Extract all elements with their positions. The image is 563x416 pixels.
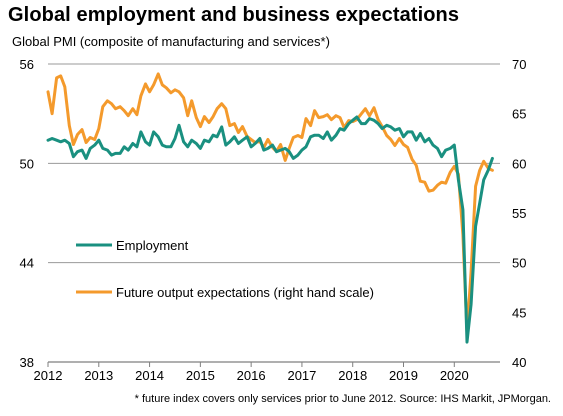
chart-footnote: * future index covers only services prio… — [134, 393, 551, 405]
legend-label: Employment — [116, 238, 189, 253]
right-tick-label: 65 — [512, 107, 526, 122]
left-tick-label: 44 — [20, 256, 34, 271]
x-tick-label: 2017 — [287, 368, 316, 383]
x-tick-label: 2016 — [237, 368, 266, 383]
left-tick-label: 50 — [20, 156, 34, 171]
x-tick-label: 2013 — [84, 368, 113, 383]
left-axis-ticks: 38 44 50 56 — [20, 57, 34, 370]
right-tick-label: 40 — [512, 355, 526, 370]
x-tick-label: 2015 — [186, 368, 215, 383]
right-tick-label: 70 — [512, 57, 526, 72]
right-axis-ticks: 40 45 50 55 60 65 70 — [512, 57, 526, 370]
chart-subtitle: Global PMI (composite of manufacturing a… — [12, 34, 330, 49]
series-line-employment — [46, 115, 494, 344]
legend: Employment Future output expectations (ri… — [76, 238, 374, 300]
left-tick-label: 38 — [20, 355, 34, 370]
right-tick-label: 60 — [512, 156, 526, 171]
x-tick-label: 2018 — [338, 368, 367, 383]
right-tick-label: 45 — [512, 305, 526, 320]
left-tick-label: 56 — [20, 57, 34, 72]
gridlines — [48, 63, 500, 264]
right-tick-label: 55 — [512, 206, 526, 221]
series-line-future-output-expectations — [46, 72, 494, 334]
legend-label: Future output expectations (right hand s… — [116, 285, 374, 300]
right-tick-label: 50 — [512, 256, 526, 271]
x-axis-ticks: 2012 2013 2014 2015 2016 2017 2018 2019 2020 — [34, 362, 469, 383]
x-tick-label: 2014 — [135, 368, 164, 383]
x-tick-label: 2019 — [389, 368, 418, 383]
series-layer — [46, 72, 494, 344]
chart-title: Global employment and business expectati… — [8, 4, 460, 26]
x-tick-label: 2012 — [34, 368, 63, 383]
x-tick-label: 2020 — [440, 368, 469, 383]
